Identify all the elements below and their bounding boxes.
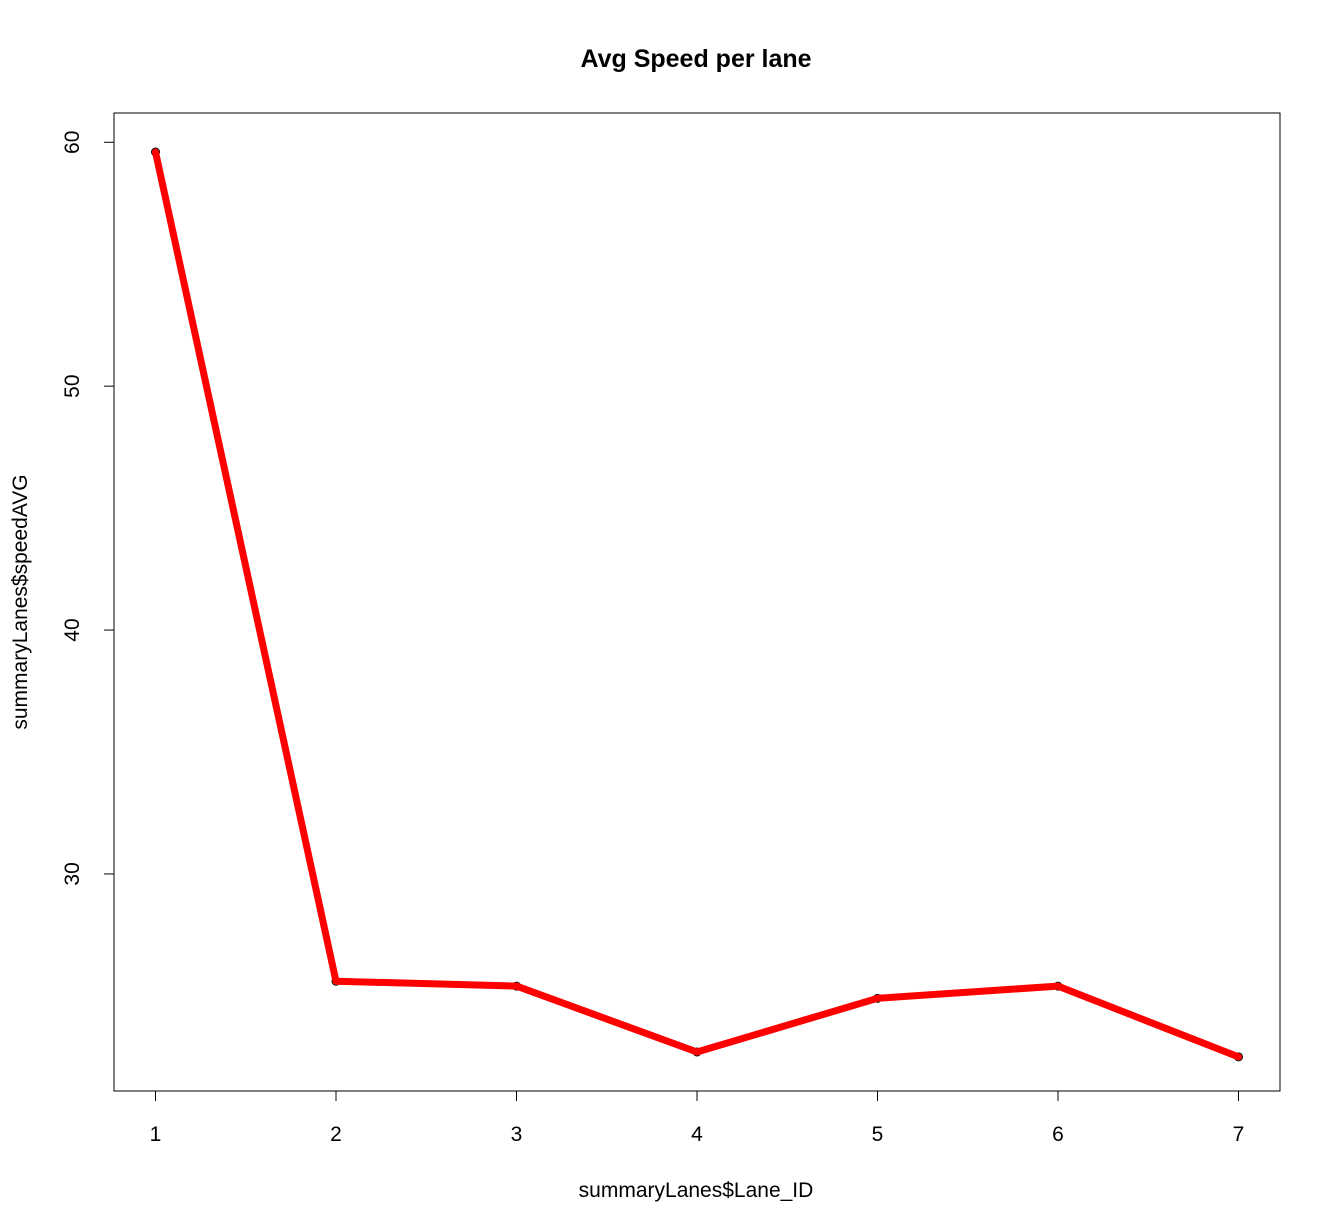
x-tick-label: 4 (691, 1123, 703, 1146)
x-tick-label: 2 (330, 1123, 342, 1146)
x-tick-label: 7 (1233, 1123, 1245, 1146)
plot-area-frame (113, 112, 1281, 1092)
x-tick-label: 3 (511, 1123, 523, 1146)
series-line (152, 148, 1242, 1061)
y-axis-label: summaryLanes$speedAVG (9, 474, 32, 729)
y-tick-label: 50 (61, 374, 84, 397)
x-axis-label: summaryLanes$Lane_ID (579, 1179, 814, 1202)
x-tick-label: 1 (150, 1123, 162, 1146)
series-layer (151, 147, 1243, 1062)
chart-title: Avg Speed per lane (580, 45, 811, 73)
y-tick-label: 40 (61, 618, 84, 641)
y-tick-label: 60 (61, 131, 84, 154)
x-axis: 1 2 3 4 5 6 7 (150, 1090, 1245, 1146)
x-tick-label: 5 (872, 1123, 884, 1146)
y-axis: 30 40 50 60 (61, 131, 115, 886)
y-tick-label: 30 (61, 862, 84, 885)
x-tick-label: 6 (1052, 1123, 1064, 1146)
